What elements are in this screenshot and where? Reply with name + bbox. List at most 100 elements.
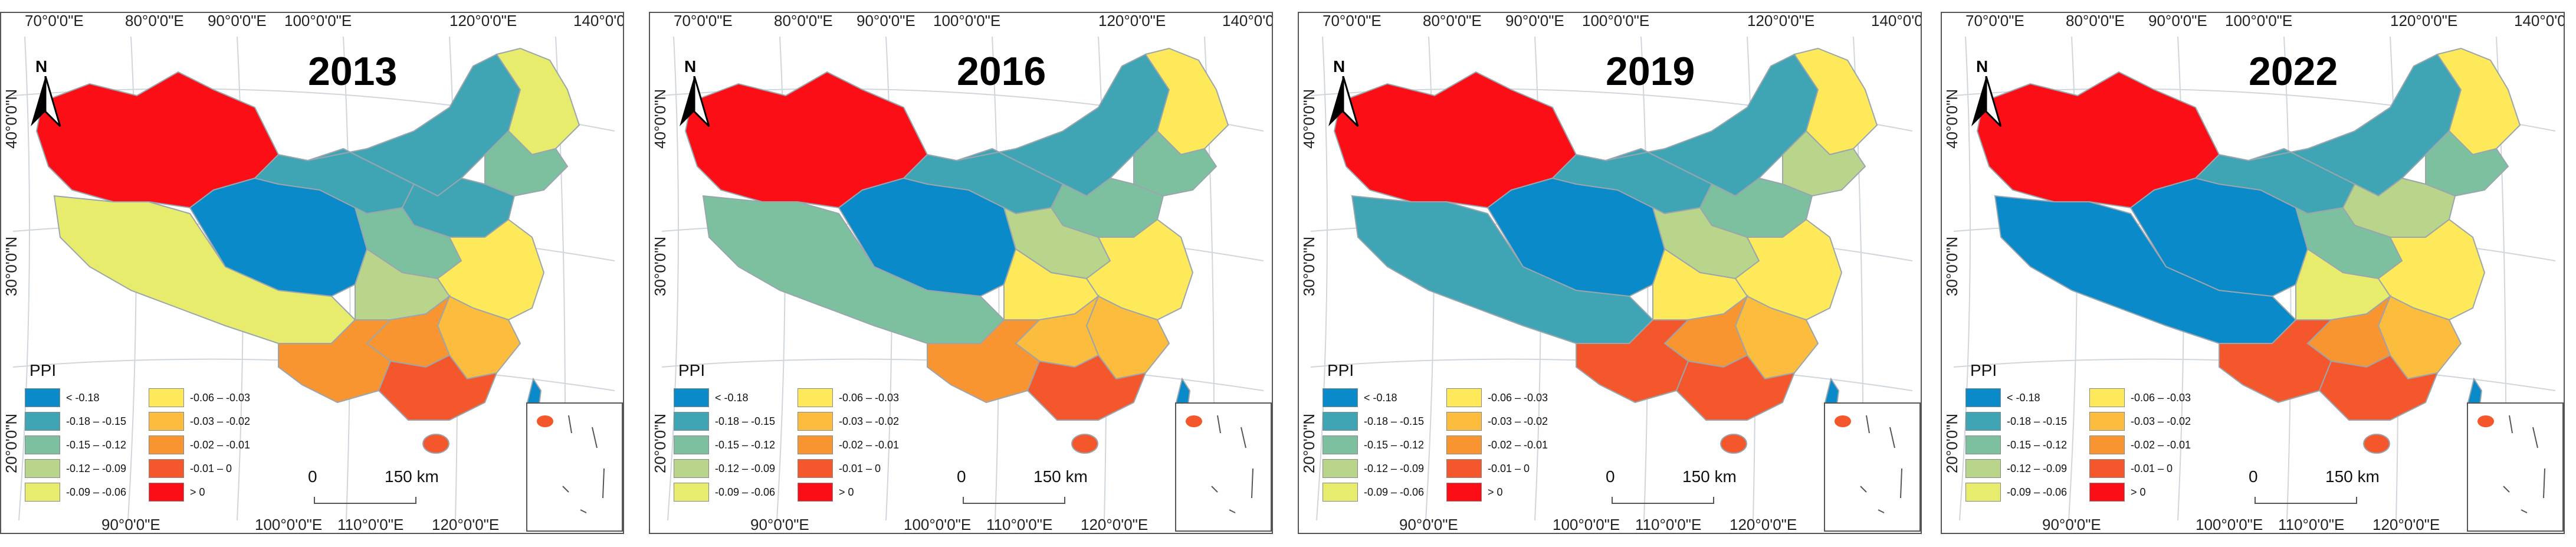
- legend-swatch: [149, 483, 184, 502]
- map-year-title: 2013: [308, 49, 398, 94]
- legend-item: > 0: [149, 480, 250, 504]
- legend-item: -0.06 – -0.03: [1446, 386, 1548, 410]
- scale-zero-label: 0: [2249, 467, 2258, 486]
- legend-swatch: [2089, 412, 2125, 431]
- legend-swatch: [798, 459, 833, 478]
- legend-swatch: [674, 435, 709, 454]
- region-hainan: [422, 434, 450, 454]
- legend-label: -0.01 – 0: [2131, 462, 2173, 474]
- legend-swatch: [674, 483, 709, 502]
- legend-swatch: [1965, 435, 2001, 454]
- legend-label: -0.02 – -0.01: [1488, 438, 1548, 451]
- legend-label: -0.03 – -0.02: [1488, 415, 1548, 427]
- legend-label: -0.06 – -0.03: [190, 391, 251, 404]
- left-latitude-tick: 40°0'0"N: [1300, 89, 1318, 149]
- legend-label: -0.06 – -0.03: [839, 391, 900, 404]
- legend-swatch: [25, 483, 60, 502]
- left-latitude-tick: 40°0'0"N: [1943, 89, 1961, 149]
- inset-map: [2477, 415, 2545, 513]
- north-arrow-icon: N: [1965, 57, 2007, 128]
- legend-item: -0.09 – -0.06: [674, 480, 775, 504]
- legend-item: -0.01 – 0: [798, 457, 899, 480]
- left-latitude-tick: 20°0'0"N: [651, 413, 669, 473]
- graticule-line: [18, 36, 30, 521]
- map-panel-2013: 2013 N 70°0'0"E 80°0'0"E 90°0'0"E 100°0'0"E 1…: [0, 12, 624, 534]
- bottom-longitude-tick: 120°0'0"E: [432, 516, 500, 533]
- legend-item: -0.02 – -0.01: [2089, 433, 2191, 457]
- legend-item: -0.18 – -0.15: [1323, 410, 1424, 433]
- legend-label: > 0: [2131, 486, 2146, 498]
- inset-dashed-line: [1211, 415, 1253, 513]
- legend-swatch: [1323, 388, 1358, 407]
- region-heilongjiang: [2436, 47, 2521, 156]
- legend-item: -0.06 – -0.03: [2089, 386, 2191, 410]
- north-arrow-shape: [1971, 76, 2002, 127]
- bottom-longitude-tick: 90°0'0"E: [2042, 516, 2101, 533]
- top-longitude-tick: 120°0'0"E: [1747, 12, 1815, 30]
- legend-label: -0.09 – -0.06: [715, 486, 776, 498]
- legend-label: -0.12 – -0.09: [66, 462, 127, 474]
- north-arrow-shape: [680, 76, 710, 127]
- bottom-longitude-tick: 90°0'0"E: [750, 516, 809, 533]
- legend-swatch: [674, 388, 709, 407]
- bottom-longitude-tick: 100°0'0"E: [904, 516, 972, 533]
- legend-swatch: [149, 435, 184, 454]
- inset-hainan: [1835, 415, 1851, 427]
- scale-distance-label: 150 km: [1033, 467, 1088, 486]
- legend-item: -0.12 – -0.09: [1965, 457, 2067, 480]
- legend-swatch: [25, 459, 60, 478]
- left-latitude-tick: 30°0'0"N: [1943, 236, 1961, 296]
- legend-label: -0.15 – -0.12: [66, 438, 127, 451]
- legend-title: PPI: [29, 361, 57, 379]
- scale-line: [963, 497, 1065, 504]
- region-east-coast: [1734, 218, 1843, 321]
- legend-item: -0.09 – -0.06: [25, 480, 126, 504]
- bottom-longitude-tick: 120°0'0"E: [1081, 516, 1148, 533]
- scale-bar: 0 150 km: [308, 467, 485, 515]
- legend-swatch: [1446, 435, 1482, 454]
- top-longitude-tick: 140°0'0"E: [1871, 12, 1921, 30]
- left-latitude-tick: 40°0'0"N: [651, 89, 669, 149]
- legend-swatch: [25, 388, 60, 407]
- bottom-longitude-tick: 100°0'0"E: [2196, 516, 2263, 533]
- map-panel-2016: 2016 N 70°0'0"E 80°0'0"E 90°0'0"E 100°0'0"E 1…: [649, 12, 1273, 534]
- legend-label: -0.18 – -0.15: [66, 415, 127, 427]
- region-guangxi-guangdong: [2318, 354, 2439, 421]
- legend-item: -0.02 – -0.01: [149, 433, 250, 457]
- legend-label: -0.01 – 0: [190, 462, 232, 474]
- region-heilongjiang: [1144, 47, 1229, 156]
- scale-line: [314, 497, 416, 504]
- legend-swatch: [1965, 412, 2001, 431]
- legend-title: PPI: [1970, 361, 1997, 379]
- legend-item: < -0.18: [1965, 386, 2067, 410]
- legend-swatch: [2089, 459, 2125, 478]
- map-panel-2022: 2022 N 70°0'0"E 80°0'0"E 90°0'0"E 100°0'0"E 1…: [1941, 12, 2565, 534]
- legend-label: -0.03 – -0.02: [2131, 415, 2191, 427]
- legend-swatch: [1323, 435, 1358, 454]
- top-longitude-tick: 70°0'0"E: [1965, 12, 2024, 30]
- scale-bar: 0 150 km: [957, 467, 1134, 515]
- legend-swatch: [674, 412, 709, 431]
- legend-label: < -0.18: [2007, 391, 2040, 404]
- top-longitude-tick: 80°0'0"E: [125, 12, 184, 30]
- top-longitude-tick: 120°0'0"E: [1098, 12, 1166, 30]
- legend-item: > 0: [1446, 480, 1548, 504]
- top-longitude-tick: 70°0'0"E: [674, 12, 733, 30]
- top-longitude-tick: 100°0'0"E: [933, 12, 1001, 30]
- scale-zero-label: 0: [957, 467, 966, 486]
- legend-item: > 0: [2089, 480, 2191, 504]
- top-longitude-tick: 90°0'0"E: [1505, 12, 1564, 30]
- bottom-longitude-tick: 110°0'0"E: [986, 516, 1053, 533]
- legend-swatch: [1323, 483, 1358, 502]
- legend-item: -0.12 – -0.09: [1323, 457, 1424, 480]
- legend-item: -0.15 – -0.12: [1965, 433, 2067, 457]
- legend-label: -0.15 – -0.12: [2007, 438, 2068, 451]
- graticule-line: [667, 36, 679, 521]
- top-longitude-tick: 90°0'0"E: [208, 12, 267, 30]
- legend-swatch: [798, 435, 833, 454]
- region-heilongjiang: [495, 47, 580, 156]
- legend-item: < -0.18: [1323, 386, 1424, 410]
- legend-item: < -0.18: [674, 386, 775, 410]
- region-guangxi-guangdong: [378, 354, 498, 421]
- region-hainan: [2362, 434, 2391, 454]
